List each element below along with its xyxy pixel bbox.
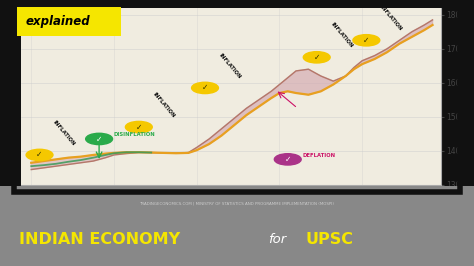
- Circle shape: [303, 52, 330, 63]
- Text: for: for: [268, 233, 286, 246]
- Circle shape: [274, 154, 301, 165]
- Text: TRADINGECONOMICS.COM | MINISTRY OF STATISTICS AND PROGRAMME IMPLEMENTATION (MOSP: TRADINGECONOMICS.COM | MINISTRY OF STATI…: [139, 201, 335, 206]
- Text: INFLATION: INFLATION: [379, 5, 403, 32]
- Text: INDIAN ECONOMY: INDIAN ECONOMY: [19, 232, 180, 247]
- Text: INFLATION: INFLATION: [329, 22, 354, 49]
- Circle shape: [191, 82, 219, 94]
- Text: ✓: ✓: [36, 151, 43, 159]
- Text: DISINFLATION: DISINFLATION: [114, 132, 155, 137]
- Circle shape: [26, 149, 53, 161]
- Text: DEFLATION: DEFLATION: [302, 153, 336, 157]
- Text: ✓: ✓: [136, 123, 142, 132]
- Text: explained: explained: [25, 15, 90, 27]
- Text: INFLATION: INFLATION: [151, 92, 175, 119]
- FancyBboxPatch shape: [0, 186, 474, 266]
- Text: UPSC: UPSC: [306, 232, 354, 247]
- Text: ✓: ✓: [284, 155, 291, 164]
- Text: INFLATION: INFLATION: [218, 52, 242, 80]
- Circle shape: [86, 133, 112, 145]
- FancyBboxPatch shape: [17, 7, 121, 36]
- Circle shape: [126, 121, 152, 133]
- Text: ✓: ✓: [313, 53, 320, 62]
- Text: ✓: ✓: [363, 36, 370, 45]
- Text: INFLATION: INFLATION: [52, 119, 76, 147]
- Circle shape: [353, 35, 380, 46]
- Text: ✓: ✓: [96, 134, 102, 143]
- Text: ✓: ✓: [202, 84, 208, 92]
